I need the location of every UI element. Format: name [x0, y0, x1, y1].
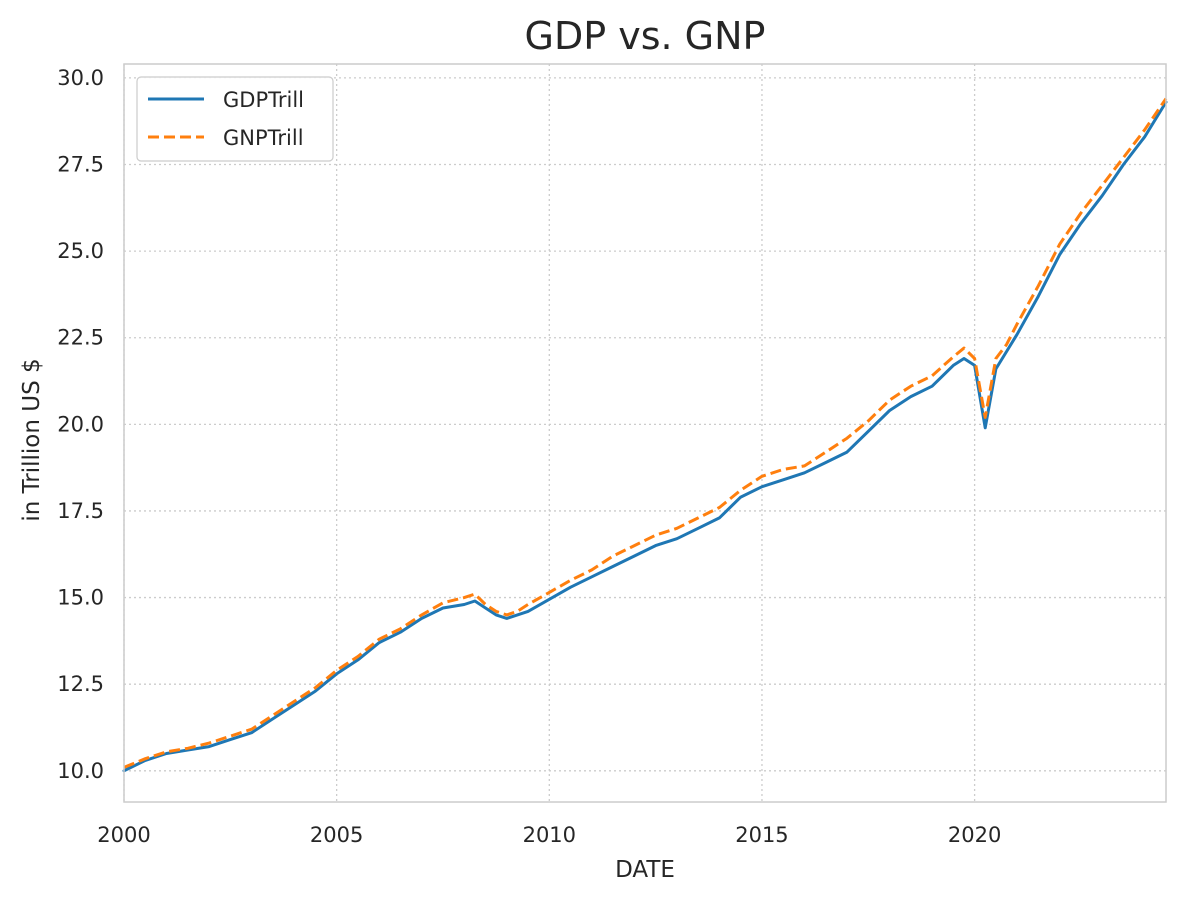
y-tick-label: 10.0	[57, 759, 104, 783]
series-line-gdptrill	[122, 100, 1168, 773]
legend: GDPTrill GNPTrill	[136, 76, 334, 162]
y-tick-label: 12.5	[57, 672, 104, 696]
legend-label-gdp: GDPTrill	[223, 88, 304, 112]
legend-label-gnp: GNPTrill	[223, 126, 304, 150]
y-tick-label: 20.0	[57, 412, 104, 436]
x-tick-label: 2005	[310, 823, 363, 847]
plot-frame	[123, 63, 1167, 803]
y-tick-label: 25.0	[57, 239, 104, 263]
x-tick-label: 2020	[948, 823, 1001, 847]
x-tick-label: 2010	[523, 823, 576, 847]
y-tick-label: 22.5	[57, 326, 104, 350]
x-tick-label: 2000	[97, 823, 150, 847]
y-ticks: 10.0 12.5 15.0 17.5 20.0 22.5 25.0 27.5 30.0	[57, 66, 104, 783]
y-tick-label: 27.5	[57, 152, 104, 176]
y-tick-label: 15.0	[57, 586, 104, 610]
series-layer	[122, 97, 1168, 773]
y-tick-label: 17.5	[57, 499, 104, 523]
y-axis-label: in Trillion US $	[19, 358, 45, 521]
x-axis-label: DATE	[615, 857, 675, 883]
x-ticks: 2000 2005 2010 2015 2020	[97, 823, 1001, 847]
series-line-gnptrill	[123, 97, 1168, 769]
y-tick-label: 30.0	[57, 66, 104, 90]
x-tick-label: 2015	[735, 823, 788, 847]
chart-title: GDP vs. GNP	[525, 14, 766, 58]
